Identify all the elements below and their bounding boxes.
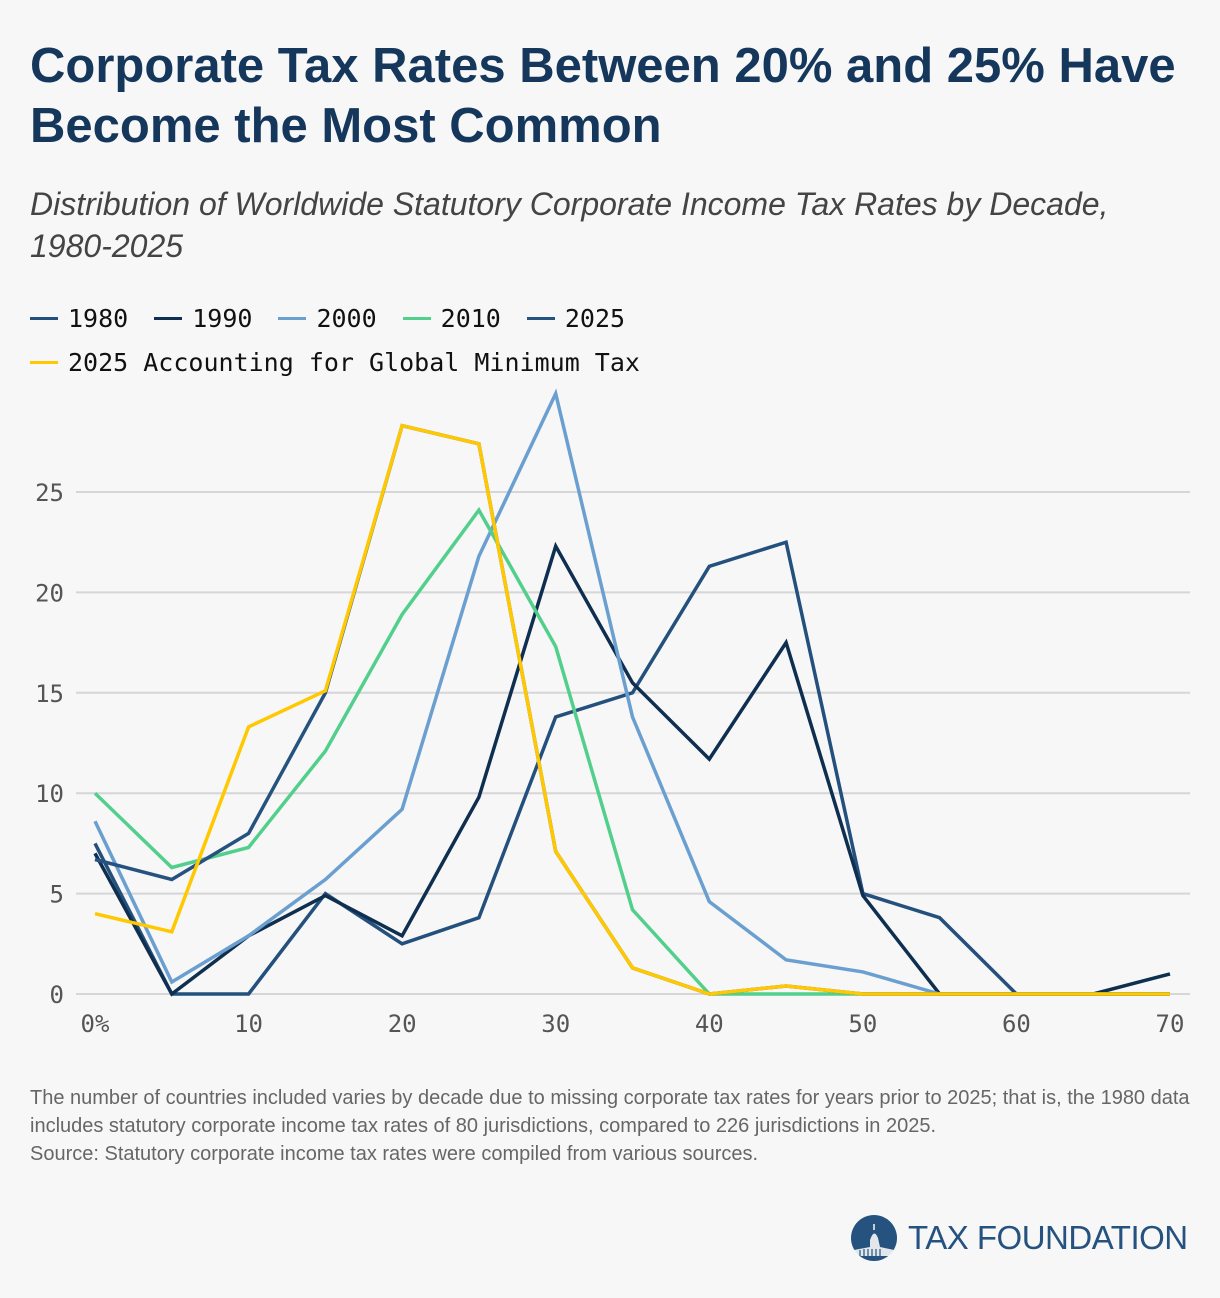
source-text: Source: Statutory corporate income tax r… — [30, 1143, 759, 1165]
legend-swatch — [526, 316, 555, 320]
y-tick-label: 15 — [35, 680, 64, 708]
series-line-2010 — [93, 506, 1170, 996]
legend-item: 2025 — [526, 296, 626, 340]
x-tick-label: 20 — [388, 1010, 417, 1038]
x-tick-label: 60 — [1002, 1010, 1031, 1038]
x-tick-label: 70 — [1156, 1010, 1185, 1038]
series-line-2025-gmt — [94, 423, 1170, 996]
x-tick-label: 0% — [81, 1010, 110, 1038]
legend-swatch — [30, 316, 58, 320]
legend: 1980 1990 2000 2010 2025 2025 Accounting for … — [30, 296, 1190, 384]
legend-item: 2000 — [278, 296, 377, 340]
legend-label: 2000 — [316, 303, 377, 333]
capitol-dome-icon — [851, 1215, 897, 1261]
note-text: The number of countries included varies … — [30, 1087, 1190, 1137]
legend-item: 1990 — [154, 296, 252, 340]
chart-subtitle: Distribution of Worldwide Statutory Corp… — [30, 186, 1109, 264]
tax-foundation-logo: TAX FOUNDATION — [850, 1214, 1188, 1262]
y-tick-label: 0 — [50, 981, 64, 1009]
legend-swatch — [30, 360, 58, 364]
logo-text: TAX FOUNDATION — [908, 1219, 1188, 1256]
legend-label: 2025 — [564, 303, 626, 333]
legend-swatch — [278, 316, 307, 320]
x-tick-label: 10 — [234, 1010, 263, 1038]
legend-swatch — [154, 316, 183, 320]
line-chart: 0 5 10 15 20 25 0% 10 20 30 40 50 60 70 — [35, 388, 1190, 1038]
series-line-1980 — [93, 539, 1170, 996]
series-line-1990 — [93, 541, 1171, 997]
x-tick-label: 40 — [695, 1010, 724, 1038]
legend-swatch — [402, 316, 431, 320]
x-tick-label: 50 — [848, 1010, 877, 1038]
legend-item: 2010 — [402, 296, 501, 340]
y-tick-label: 5 — [50, 881, 64, 909]
legend-label: 1980 — [68, 303, 129, 333]
legend-label: 2010 — [440, 303, 501, 333]
y-tick-label: 25 — [35, 479, 64, 507]
legend-item: 2025 Accounting for Global Minimum Tax — [30, 340, 640, 384]
y-tick-label: 10 — [35, 780, 64, 808]
y-tick-label: 20 — [35, 579, 64, 607]
legend-label: 2025 Accounting for Global Minimum Tax — [68, 347, 640, 377]
x-tick-label: 30 — [541, 1010, 570, 1038]
chart-title: Corporate Tax Rates Between 20% and 25% … — [30, 39, 1176, 153]
legend-label: 1990 — [192, 303, 253, 333]
legend-item: 1980 — [30, 296, 128, 340]
footnote: The number of countries included varies … — [30, 1084, 1200, 1168]
